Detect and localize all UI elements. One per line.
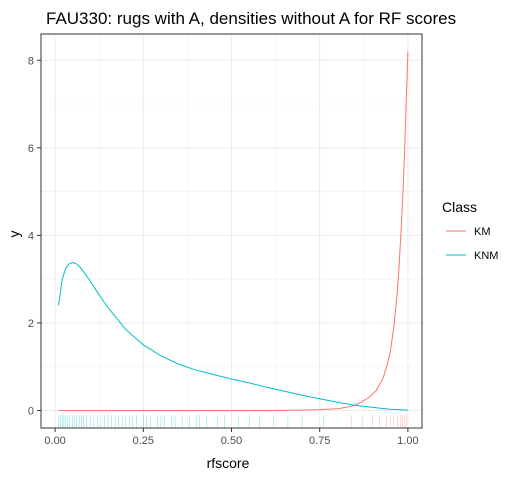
legend-label-knm: KNM <box>474 250 498 262</box>
x-axis-title: rfscore <box>207 455 250 471</box>
tick-layer: 0.00 0.25 0.50 0.75 1.00 0 2 4 6 8 <box>28 55 419 447</box>
y-tick-label: 6 <box>28 143 34 155</box>
x-tick-label: 0.75 <box>309 435 330 447</box>
x-tick-label: 0.50 <box>221 435 242 447</box>
rug-layer <box>58 415 407 428</box>
y-tick-label: 0 <box>28 405 34 417</box>
line-layer <box>58 51 409 411</box>
x-tick-label: 0.25 <box>133 435 154 447</box>
legend-title: Class <box>442 199 477 215</box>
chart-title: FAU330: rugs with A, densities without A… <box>46 9 456 28</box>
x-tick-label: 1.00 <box>397 435 418 447</box>
legend: Class KM KNM <box>442 199 498 262</box>
y-tick-label: 2 <box>28 318 34 330</box>
legend-label-km: KM <box>474 226 491 238</box>
y-tick-label: 8 <box>28 55 34 67</box>
series-line-km <box>58 51 409 411</box>
series-line-knm <box>58 261 408 411</box>
x-tick-label: 0.00 <box>44 435 65 447</box>
y-tick-label: 4 <box>28 230 34 242</box>
y-axis-title: y <box>6 231 22 238</box>
